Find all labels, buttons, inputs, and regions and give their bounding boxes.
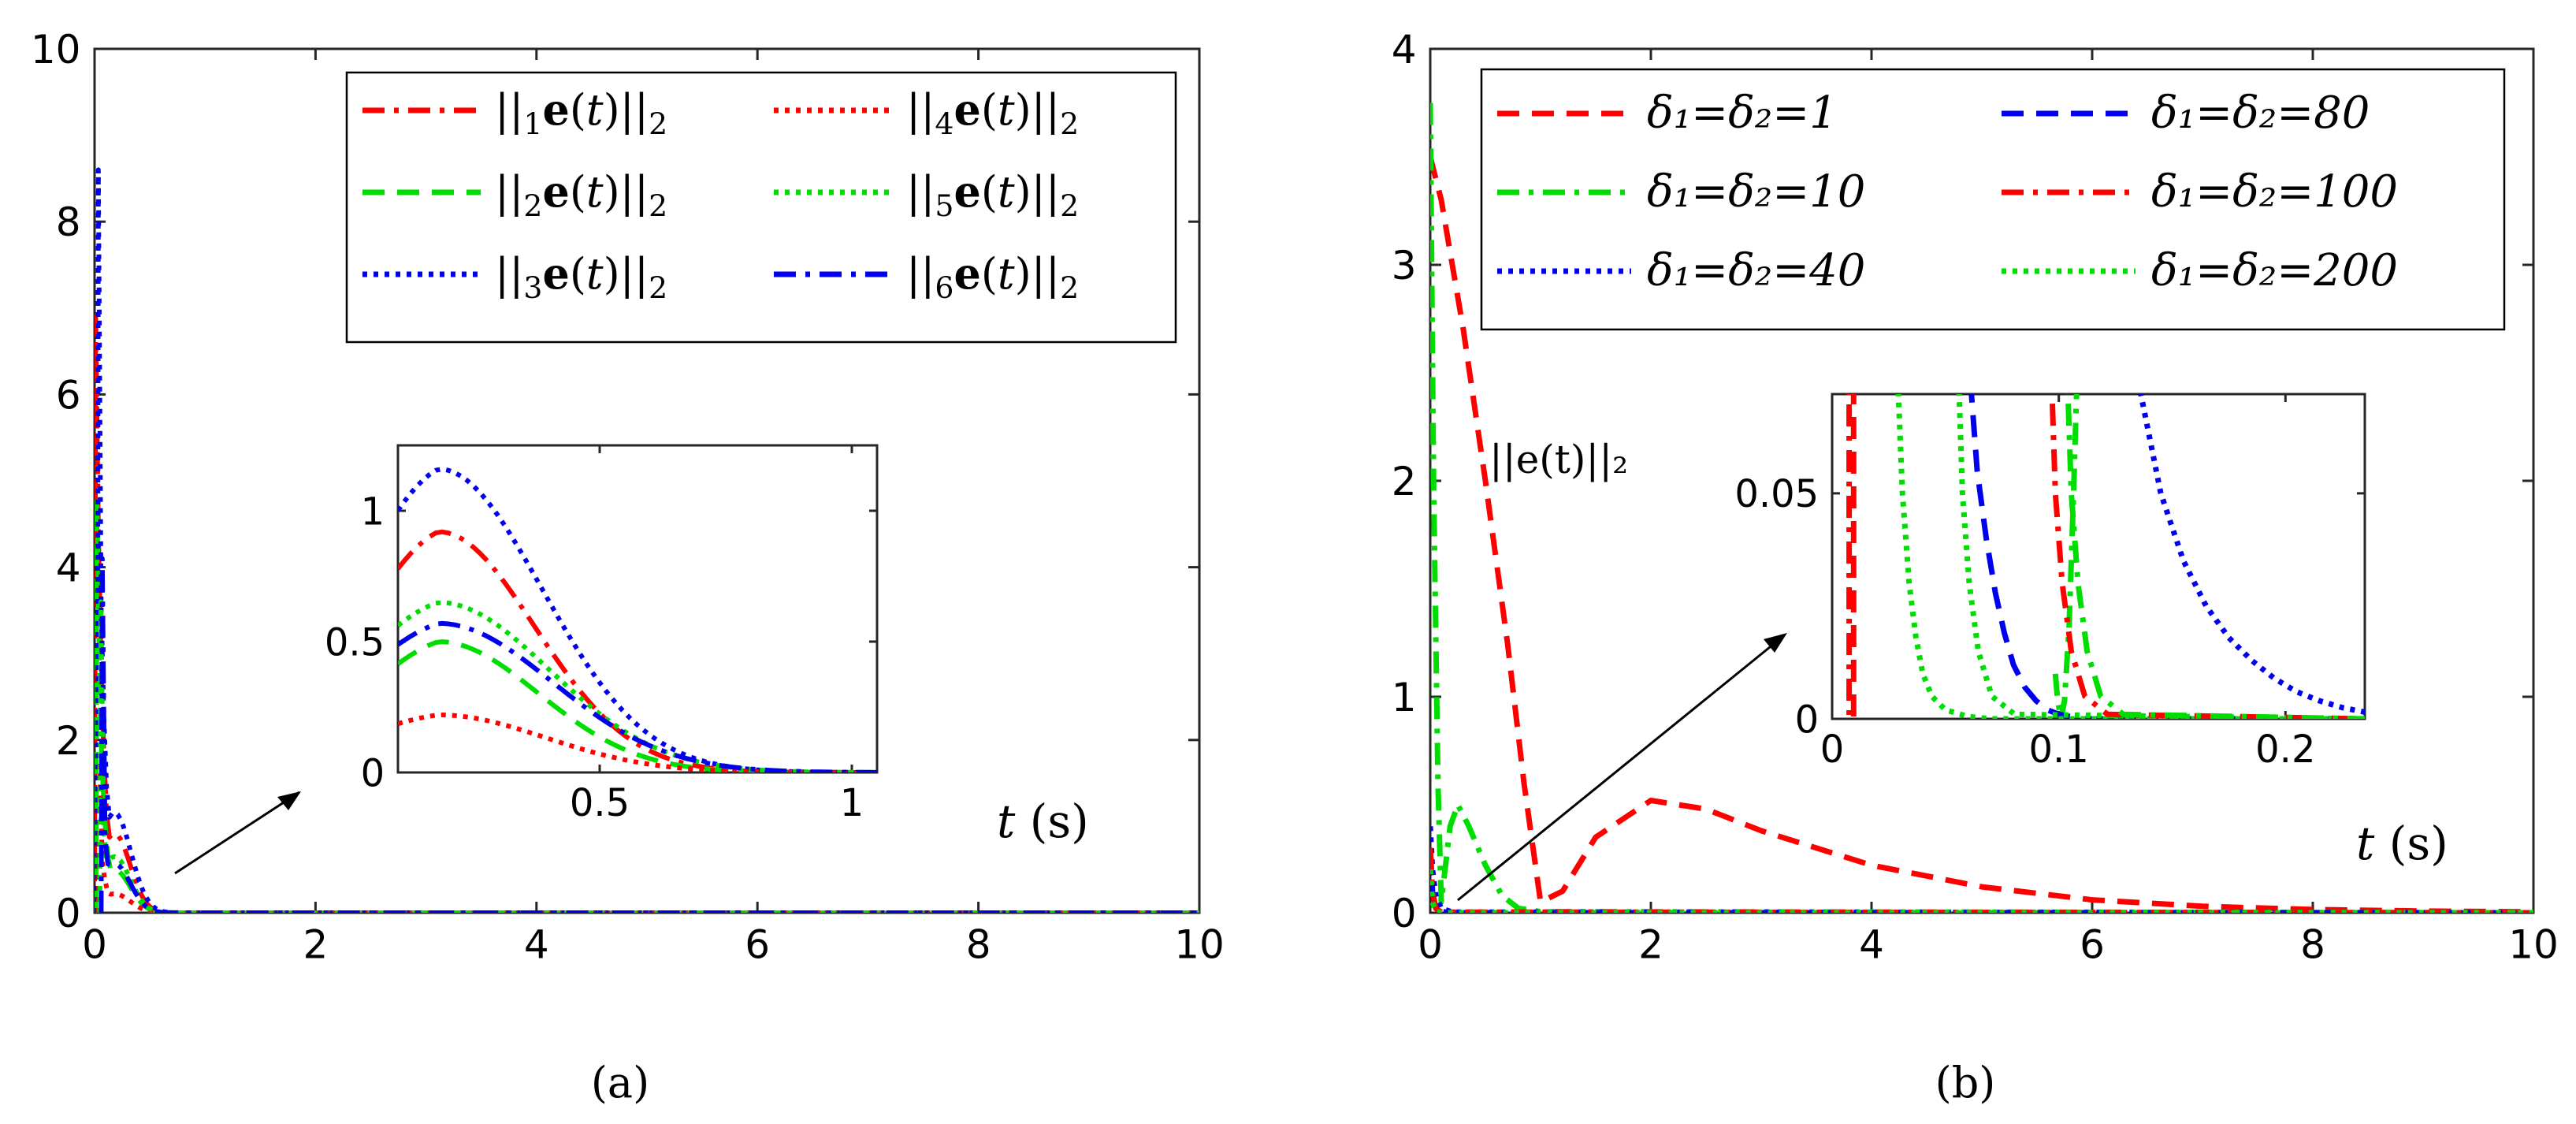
inset-b-ytick-label: 0.05 [1734,472,1819,516]
panel-a-xtick-label: 8 [966,922,991,968]
inset-b-bg [1832,394,2365,719]
caption-a: (a) [591,1058,649,1107]
inset-b-xlabel: t (s) [2356,817,2448,870]
caption-b: (b) [1935,1058,1996,1107]
panel-a-xtick-label: 10 [1174,922,1225,968]
panel-b-ytick-label: 4 [1392,27,1417,73]
panel-b: 0 2 4 6 8 10 0 1 2 3 4 δ₁=δ₂=1 δ₁=δ₂=10 δ₁=δ₂=40 δ₁=δ₂… [1392,27,2559,968]
legend-a [345,71,1177,344]
legend-label: δ₁=δ₂=100 [2151,166,2398,218]
legend-label: ||2​e(t)||2​ [495,166,667,223]
inset-b-ytick-label: 0 [1795,698,1820,742]
inset-pointer-arrow [174,791,300,875]
inset-a-frame [396,444,879,774]
panel-a-xtick-label: 0 [82,922,107,968]
legend-label: δ₁=δ₂=40 [1647,245,1865,296]
panel-a-xtick-label: 2 [303,922,328,968]
panel-b-xtick-label: 6 [2080,922,2105,968]
panel-a-xtick-label: 6 [745,922,770,968]
inset-series-line [2065,394,2365,719]
panel-b-xtick-label: 2 [1638,922,1663,968]
inset-pointer-arrowhead [277,791,301,810]
inset-a-ytick-label: 1 [361,489,385,534]
panel-a-ytick-label: 0 [56,891,81,936]
inset-series-line [1895,394,2365,719]
panel-a: 02468100246810||1​e(t)||2​||2​e(t)||2​||… [31,27,1225,968]
inset-series-line [398,620,877,772]
series-line [95,167,1199,913]
norm-annotation: ||e(t)||₂ [1489,437,1628,482]
inset-b-xtick-label: 0.1 [2028,728,2088,772]
inset-b-xtick-label: 0.2 [2255,728,2315,772]
inset-a-xlabel: t (s) [997,795,1089,848]
inset-series-line [1968,394,2365,719]
legend-label: δ₁=δ₂=80 [2151,87,2370,139]
inset-pointer-arrow [1457,635,1783,902]
legend-label: ||5​e(t)||2​ [906,166,1079,223]
panel-b-xtick-label: 10 [2508,922,2559,968]
legend-label: δ₁=δ₂=10 [1647,166,1865,218]
series-line [1430,869,2533,913]
inset-b-xtick-label: 0 [1820,728,1845,772]
inset-a-ytick-label: 0.5 [325,620,385,664]
panel-a-ytick-label: 6 [56,372,81,418]
legend-label: δ₁=δ₂=1 [1647,87,1838,139]
inset-a-xtick-label: 1 [840,781,864,825]
series-line [1430,156,2533,913]
panel-a-ytick-label: 4 [56,545,81,591]
series-line [95,495,1199,913]
panel-b-ytick-label: 0 [1392,891,1417,936]
panel-a-xtick-label: 4 [524,922,549,968]
panel-b-xtick-label: 8 [2300,922,2325,968]
inset-series-line [2052,394,2080,719]
panel-b-ytick-label: 3 [1392,243,1417,288]
panel-b-ytick-label: 2 [1392,459,1417,504]
inset-a-ytick-label: 0 [361,751,385,795]
legend-label: ||4​e(t)||2​ [906,84,1079,141]
series-line [1430,102,2533,913]
panel-b-xtick-label: 4 [1859,922,1884,968]
panel-a-ytick-label: 2 [56,718,81,764]
inset-a-xtick-label: 0.5 [570,781,630,825]
legend-label: ||3​e(t)||2​ [495,248,667,305]
inset-series-line [398,467,877,772]
inset-pointer-arrowhead [1764,633,1787,653]
legend-label: ||1​e(t)||2​ [495,84,667,141]
series-line [97,599,1199,913]
legend-b [1480,68,2506,331]
legend-label: ||6​e(t)||2​ [906,248,1079,305]
inset-series-line [1956,394,2365,719]
series-line [99,556,1199,913]
panel-a-ytick-label: 8 [56,199,81,245]
panel-b-xtick-label: 0 [1418,922,1443,968]
inset-series-line [2049,394,2365,719]
legend-label: δ₁=δ₂=200 [2151,245,2398,296]
panel-b-ytick-label: 1 [1392,675,1417,720]
panel-a-ytick-label: 10 [31,27,81,73]
